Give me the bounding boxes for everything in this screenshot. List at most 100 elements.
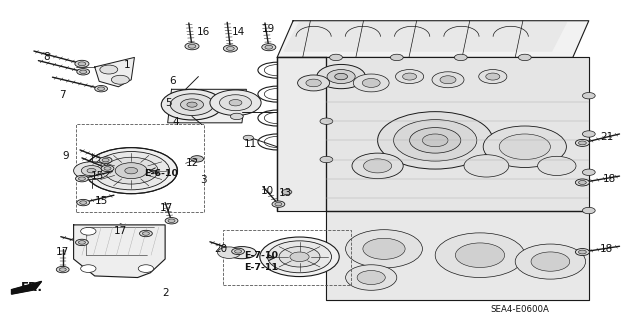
- Circle shape: [143, 232, 150, 235]
- Circle shape: [229, 100, 242, 106]
- Circle shape: [394, 120, 477, 161]
- Circle shape: [353, 74, 389, 92]
- Text: 9: 9: [63, 151, 69, 161]
- Circle shape: [180, 99, 204, 110]
- Circle shape: [538, 156, 576, 175]
- Circle shape: [317, 64, 365, 89]
- Circle shape: [575, 179, 589, 186]
- Circle shape: [78, 62, 86, 66]
- Circle shape: [454, 54, 467, 61]
- Ellipse shape: [228, 247, 256, 259]
- Circle shape: [346, 265, 397, 290]
- Bar: [223, 230, 351, 285]
- Circle shape: [191, 156, 204, 162]
- Circle shape: [410, 128, 461, 153]
- Text: 18: 18: [603, 174, 616, 184]
- Text: 5: 5: [165, 98, 172, 108]
- Circle shape: [76, 239, 88, 246]
- Text: 17: 17: [56, 247, 69, 257]
- Circle shape: [499, 134, 550, 160]
- Circle shape: [111, 75, 129, 84]
- Text: 18: 18: [600, 244, 613, 255]
- Polygon shape: [326, 211, 589, 300]
- Text: 12: 12: [186, 158, 198, 168]
- Circle shape: [579, 250, 586, 254]
- Circle shape: [432, 72, 464, 88]
- Text: 17: 17: [160, 203, 173, 213]
- Circle shape: [234, 249, 242, 253]
- Circle shape: [582, 93, 595, 99]
- Circle shape: [262, 44, 276, 51]
- Text: 6: 6: [170, 76, 176, 86]
- Circle shape: [87, 168, 96, 173]
- Circle shape: [227, 47, 234, 50]
- Text: E-7-10: E-7-10: [244, 251, 278, 260]
- Circle shape: [268, 241, 332, 273]
- Polygon shape: [277, 57, 326, 211]
- Text: 15: 15: [91, 171, 104, 181]
- Circle shape: [582, 169, 595, 175]
- Circle shape: [346, 230, 422, 268]
- Circle shape: [265, 45, 273, 49]
- Circle shape: [579, 141, 586, 145]
- Text: 19: 19: [262, 24, 275, 34]
- Circle shape: [115, 163, 147, 179]
- Circle shape: [390, 54, 403, 61]
- Circle shape: [279, 247, 320, 267]
- Polygon shape: [74, 225, 165, 278]
- Polygon shape: [168, 89, 246, 123]
- Circle shape: [378, 112, 493, 169]
- Circle shape: [138, 265, 154, 272]
- Circle shape: [79, 241, 86, 244]
- Circle shape: [56, 266, 69, 273]
- Circle shape: [582, 207, 595, 214]
- Circle shape: [364, 159, 392, 173]
- Circle shape: [515, 244, 586, 279]
- Circle shape: [330, 54, 342, 61]
- Circle shape: [298, 75, 330, 91]
- Polygon shape: [277, 21, 589, 57]
- Circle shape: [81, 265, 96, 272]
- Circle shape: [435, 233, 525, 278]
- Circle shape: [77, 69, 90, 75]
- Circle shape: [80, 70, 87, 74]
- Circle shape: [456, 243, 504, 267]
- Bar: [76, 124, 204, 212]
- Circle shape: [100, 65, 118, 74]
- Circle shape: [170, 94, 214, 115]
- Circle shape: [220, 95, 252, 111]
- Circle shape: [79, 177, 86, 181]
- Circle shape: [422, 134, 448, 147]
- Text: 11: 11: [244, 139, 257, 149]
- Circle shape: [440, 76, 456, 84]
- Text: 1: 1: [124, 60, 130, 70]
- Circle shape: [77, 199, 90, 206]
- Circle shape: [218, 247, 241, 258]
- Polygon shape: [95, 57, 134, 87]
- Circle shape: [290, 252, 309, 262]
- Circle shape: [464, 155, 509, 177]
- Text: SEA4-E0600A: SEA4-E0600A: [490, 305, 549, 314]
- Circle shape: [75, 60, 89, 67]
- Circle shape: [575, 139, 589, 146]
- Circle shape: [275, 203, 282, 206]
- Circle shape: [188, 44, 196, 48]
- Polygon shape: [12, 281, 42, 294]
- Circle shape: [223, 45, 237, 52]
- Circle shape: [85, 148, 177, 194]
- Circle shape: [165, 218, 178, 224]
- Circle shape: [320, 156, 333, 163]
- Circle shape: [306, 79, 321, 87]
- Circle shape: [479, 70, 507, 84]
- Circle shape: [168, 219, 175, 223]
- Circle shape: [74, 162, 109, 180]
- Circle shape: [104, 157, 158, 184]
- Circle shape: [161, 89, 223, 120]
- Polygon shape: [326, 57, 589, 211]
- Text: 17: 17: [114, 226, 127, 236]
- Circle shape: [352, 153, 403, 179]
- Circle shape: [363, 238, 405, 259]
- Circle shape: [80, 201, 87, 204]
- Circle shape: [98, 87, 105, 91]
- Circle shape: [575, 249, 589, 256]
